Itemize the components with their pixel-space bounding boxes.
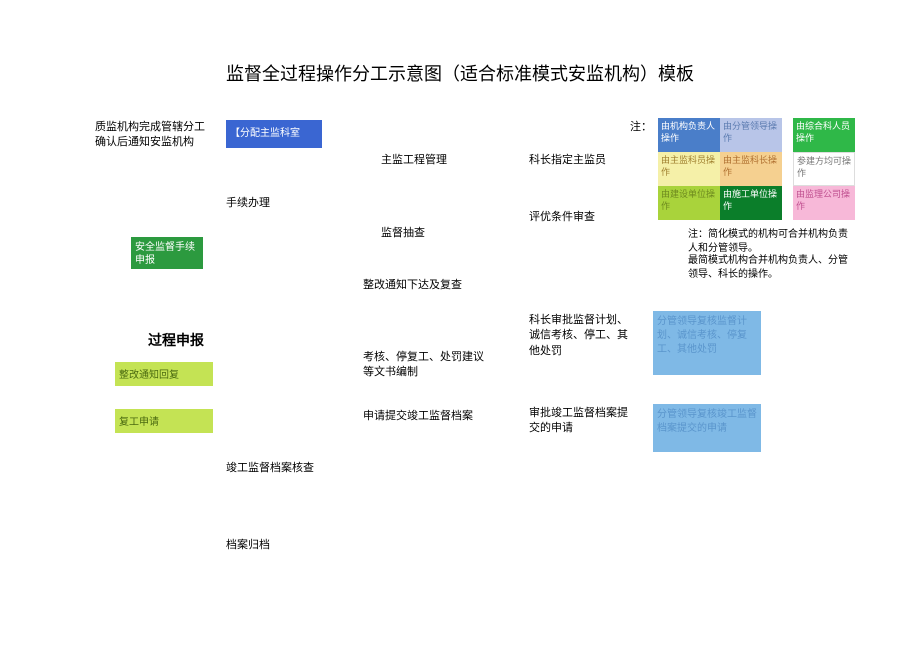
label-main-mgmt: 主监工程管理 bbox=[381, 153, 447, 168]
legend-c4: 由主监科员操作 bbox=[658, 152, 720, 186]
label-archive-filed: 档案归档 bbox=[226, 538, 270, 553]
box-archive-review: 分管领导复核竣工监督档案提交的申请 bbox=[653, 404, 761, 452]
box-assign-dept: 【分配主监科室 bbox=[226, 120, 322, 148]
legend-c7: 由建设单位操作 bbox=[658, 186, 720, 220]
legend-c2: 由分管领导操作 bbox=[720, 118, 782, 152]
label-archive-approve: 审批竣工监督档案提交的申请 bbox=[529, 406, 629, 437]
label-chief-approve: 科长审批监督计划、诚信考核、停工、其他处罚 bbox=[529, 313, 629, 359]
box-resume-apply: 复工申请 bbox=[115, 409, 213, 433]
legend-c1: 由机构负责人操作 bbox=[658, 118, 720, 152]
label-hand-proc: 手续办理 bbox=[226, 196, 270, 211]
box-safety-report: 安全监督手续申报 bbox=[131, 237, 203, 269]
label-archive-check: 竣工监督档案核查 bbox=[226, 461, 316, 476]
legend-note-b: 最简模式机构合并机构负责人、分管领导、科长的操作。 bbox=[688, 254, 848, 282]
box-mgr-review: 分管领导复核监督计划、诚信考核、停复工、其他处罚 bbox=[653, 311, 761, 375]
legend-note-a: 注：简化模式的机构可合并机构负责人和分管领导。 bbox=[688, 228, 848, 256]
label-eval-review: 评优条件审查 bbox=[529, 210, 595, 225]
label-rectify-issue: 整改通知下达及复查 bbox=[363, 278, 473, 293]
page-title: 监督全过程操作分工示意图（适合标准模式安监机构）模板 bbox=[0, 60, 920, 86]
legend-c9: 由监理公司操作 bbox=[793, 186, 855, 220]
legend-c3: 由综合科人员操作 bbox=[793, 118, 855, 152]
legend-c5: 由主监科长操作 bbox=[720, 152, 782, 186]
legend-label: 注： bbox=[630, 120, 652, 135]
label-spot-check: 监督抽查 bbox=[381, 226, 425, 241]
label-review-doc: 考核、停复工、处罚建议等文书编制 bbox=[363, 350, 493, 381]
legend-grid: 由机构负责人操作 由分管领导操作 由综合科人员操作 由主监科员操作 由主监科长操… bbox=[658, 118, 883, 228]
label-submit-archive: 申请提交竣工监督档案 bbox=[363, 409, 493, 424]
legend-c6: 参建方均可操作 bbox=[793, 152, 855, 186]
label-chief-appoint: 科长指定主监员 bbox=[529, 153, 606, 168]
legend-c8: 由施工单位操作 bbox=[720, 186, 782, 220]
section-process-report: 过程申报 bbox=[148, 330, 204, 350]
box-rectify-reply: 整改通知回复 bbox=[115, 362, 213, 386]
note-quality-org: 质监机构完成管辖分工确认后通知安监机构 bbox=[95, 120, 215, 151]
